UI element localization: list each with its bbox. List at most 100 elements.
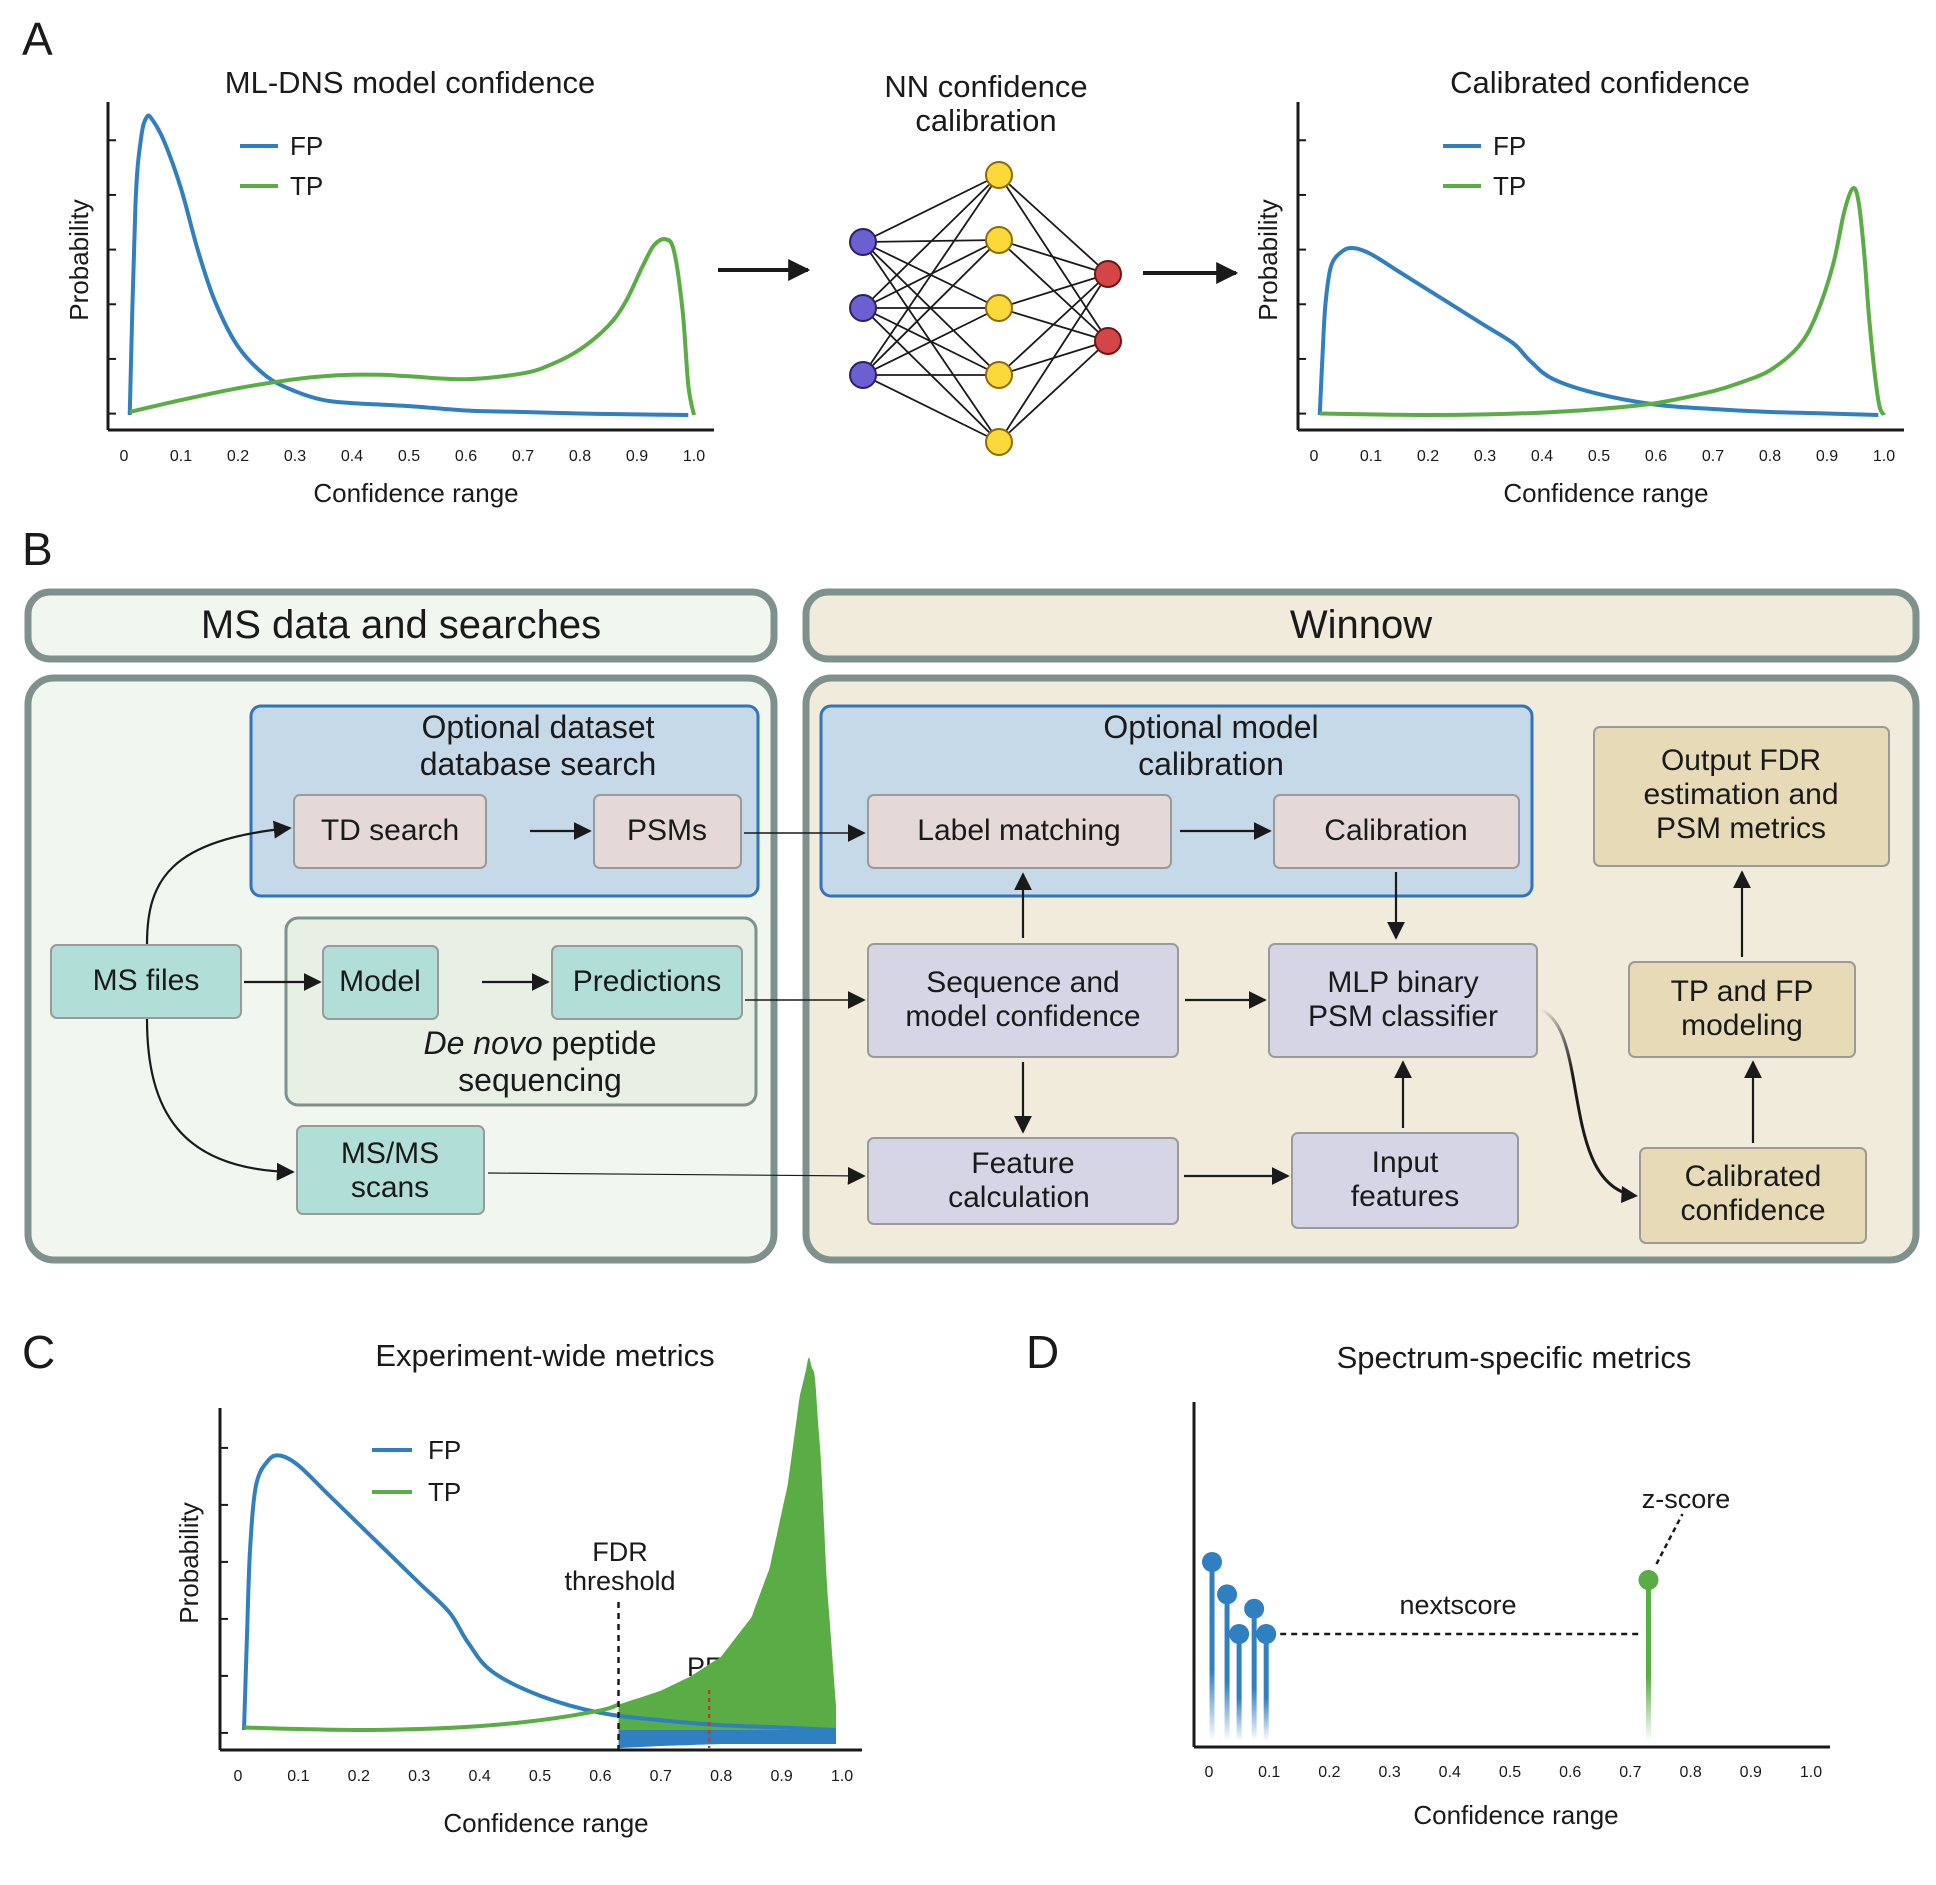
arrow-msms-featurecalc — [487, 1166, 866, 1185]
plotD-x-tick-label: 1.0 — [1800, 1764, 1822, 1781]
nn-hidden-node — [985, 361, 1013, 389]
nn-edge — [998, 239, 1109, 275]
mlp-line1: MLP binary — [1327, 966, 1478, 999]
feature-calc-line2: calculation — [948, 1181, 1090, 1214]
chart-c-ylabel: Probability — [174, 1502, 204, 1623]
calibrated-confidence-box — [1639, 1147, 1867, 1244]
model-label: Model — [339, 965, 421, 998]
plotD-x-tick-label: 0.4 — [1439, 1764, 1461, 1781]
arrow-mlp-calconf-head — [1621, 1186, 1638, 1203]
plotC-x-tick-label: 0.6 — [589, 1768, 611, 1785]
denovo-italic: De novo — [423, 1025, 542, 1061]
chart-a1-xlabel: Confidence range — [313, 478, 518, 508]
input-feat-line1: Input — [1372, 1146, 1439, 1179]
nn-hidden-node — [985, 226, 1013, 254]
chart-experiment-wide: Experiment-wide metrics Probability Conf… — [174, 1338, 862, 1838]
chart-a1-ylabel: Probability — [64, 199, 94, 320]
input-feat-line2: features — [1351, 1180, 1459, 1213]
plotA2-x-tick-label: 0.3 — [1474, 448, 1496, 465]
plotC-x-tick-label: 1.0 — [831, 1768, 853, 1785]
optional-search-title-line1: Optional dataset — [421, 709, 654, 745]
denovo-line2: sequencing — [458, 1062, 622, 1098]
plotA1-x-tick-label: 1.0 — [683, 448, 705, 465]
plotD-fp-stem — [1236, 1634, 1242, 1741]
plotC-x-tick-label: 0.5 — [529, 1768, 551, 1785]
psms-label: PSMs — [627, 814, 707, 847]
zscore-label: z-score — [1642, 1484, 1731, 1514]
plotD-fp-marker — [1229, 1624, 1250, 1644]
plotD-x-tick-label: 0.6 — [1559, 1764, 1581, 1781]
plotA2-series-fp — [1317, 245, 1879, 417]
plotC-series-fp — [242, 1453, 837, 1732]
chart-a2-xlabel: Confidence range — [1503, 478, 1708, 508]
feature-calc-box — [867, 1137, 1179, 1225]
nextscore-label: nextscore — [1399, 1590, 1516, 1620]
feature-calc-line1: Feature — [971, 1147, 1074, 1180]
nn-hidden-node — [985, 428, 1013, 456]
plotA2-x-tick-label: 0.5 — [1588, 448, 1610, 465]
predictions-box — [551, 945, 743, 1020]
mlp-classifier-box — [1268, 943, 1538, 1058]
plotC-x-tick-label: 0.2 — [348, 1768, 370, 1785]
model-box — [322, 945, 439, 1020]
plotC-tp-area — [618, 1357, 836, 1730]
nn-edge — [998, 340, 1109, 443]
nn-edge — [998, 174, 1109, 342]
psms-box — [593, 794, 742, 869]
plotD-fp-stem — [1251, 1608, 1257, 1741]
plotD-fp-stem — [1224, 1594, 1230, 1741]
nn-edges — [862, 174, 1109, 443]
seq-conf-line1: Sequence and — [926, 966, 1120, 999]
plotA1-x-tick-label: 0.9 — [626, 448, 648, 465]
plotD-x-tick-label: 0.3 — [1378, 1764, 1400, 1781]
output-fdr-box — [1593, 726, 1890, 867]
chart-ml-dns-confidence: ML-DNS model confidence Probability Conf… — [64, 65, 714, 508]
arrow-msfiles-tdsearch — [145, 820, 292, 945]
panel-b-arrows — [145, 820, 1762, 1185]
plotC-fp-area — [618, 1730, 836, 1749]
chart-a2-legend-tp: TP — [1493, 171, 1526, 201]
plotA2-x-tick-label: 0.1 — [1360, 448, 1382, 465]
plotD-x-tick-label: 0.1 — [1258, 1764, 1280, 1781]
optional-cal-title-line2: calibration — [1138, 746, 1284, 782]
nn-edge — [998, 273, 1109, 443]
nn-edge — [862, 174, 1000, 376]
chart-c-legend-tp: TP — [428, 1477, 461, 1507]
nn-edge — [862, 174, 1000, 243]
denovo-line1: De novo peptide — [423, 1025, 656, 1061]
tpfp-line1: TP and FP — [1671, 975, 1814, 1008]
denovo-rest: peptide — [543, 1025, 657, 1061]
neural-network-diagram: NN confidence calibration — [849, 69, 1122, 456]
seq-conf-box — [867, 943, 1179, 1058]
panel-a-label: A — [22, 13, 53, 65]
nn-edge — [862, 374, 1000, 443]
calconf-line2: confidence — [1680, 1194, 1825, 1227]
arrow-msfiles-msms — [145, 1018, 295, 1181]
td-search-box — [293, 794, 487, 869]
plotC-x-tick-label: 0.3 — [408, 1768, 430, 1785]
nn-input-node — [849, 228, 877, 256]
plotA2-x-tick-label: 0.9 — [1816, 448, 1838, 465]
nn-edge — [862, 307, 1000, 376]
plotA1-x-tick-label: 0 — [120, 448, 129, 465]
nn-nodes — [849, 161, 1122, 456]
panel-c-label: C — [22, 1326, 55, 1378]
plotA2-x-tick-label: 1.0 — [1873, 448, 1895, 465]
calibration-box — [1273, 794, 1520, 869]
arrow-mlp-calconf — [1540, 1008, 1633, 1197]
plotA1-x-tick-label: 0.6 — [455, 448, 477, 465]
ms-files-box — [50, 944, 242, 1019]
nn-edge — [862, 174, 1000, 309]
plotC-x-tick-label: 0.7 — [650, 1768, 672, 1785]
plotD-x-tick-label: 0.9 — [1740, 1764, 1762, 1781]
nn-hidden-node — [985, 294, 1013, 322]
plotA2-series-tp — [1319, 186, 1886, 417]
label-matching-label: Label matching — [917, 814, 1120, 847]
nn-title-line1: NN confidence — [884, 69, 1087, 104]
nn-edge — [998, 273, 1109, 309]
plotC-x-tick-label: 0 — [234, 1768, 243, 1785]
tpfp-line2: modeling — [1681, 1009, 1803, 1042]
chart-c-xlabel: Confidence range — [443, 1808, 648, 1838]
chart-a2-ylabel: Probability — [1253, 199, 1283, 320]
